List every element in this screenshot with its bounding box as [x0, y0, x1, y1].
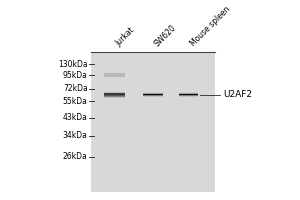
Bar — [143, 94, 163, 95]
Text: SW620: SW620 — [153, 23, 178, 48]
Bar — [179, 95, 198, 96]
Text: Jurkat: Jurkat — [114, 26, 137, 48]
Bar — [179, 92, 198, 93]
Text: Mouse spleen: Mouse spleen — [189, 5, 232, 48]
Bar — [179, 93, 198, 94]
Text: 26kDa: 26kDa — [63, 152, 88, 161]
Bar — [104, 92, 125, 93]
Bar — [143, 92, 163, 93]
Bar — [143, 96, 163, 97]
Bar — [179, 92, 198, 93]
Bar — [104, 95, 125, 96]
Text: 95kDa: 95kDa — [63, 71, 88, 80]
Bar — [104, 93, 125, 94]
Bar — [179, 96, 198, 97]
Bar — [179, 96, 198, 97]
Text: 55kDa: 55kDa — [63, 97, 88, 106]
Text: 43kDa: 43kDa — [63, 113, 88, 122]
Bar — [104, 96, 125, 97]
Bar — [104, 91, 125, 92]
Bar — [104, 73, 125, 77]
Bar — [104, 93, 125, 94]
Text: U2AF2: U2AF2 — [223, 90, 252, 99]
Bar — [143, 96, 163, 97]
Bar — [143, 95, 163, 96]
Bar — [104, 97, 125, 98]
Text: 72kDa: 72kDa — [63, 84, 88, 93]
Text: 34kDa: 34kDa — [63, 131, 88, 140]
Text: 130kDa: 130kDa — [58, 60, 88, 69]
Bar — [143, 92, 163, 93]
Bar — [179, 94, 198, 95]
Bar — [91, 53, 215, 192]
Bar — [143, 93, 163, 94]
Bar — [143, 94, 163, 95]
Bar — [104, 97, 125, 98]
Bar — [104, 96, 125, 97]
Bar — [104, 94, 125, 95]
Bar — [179, 94, 198, 95]
